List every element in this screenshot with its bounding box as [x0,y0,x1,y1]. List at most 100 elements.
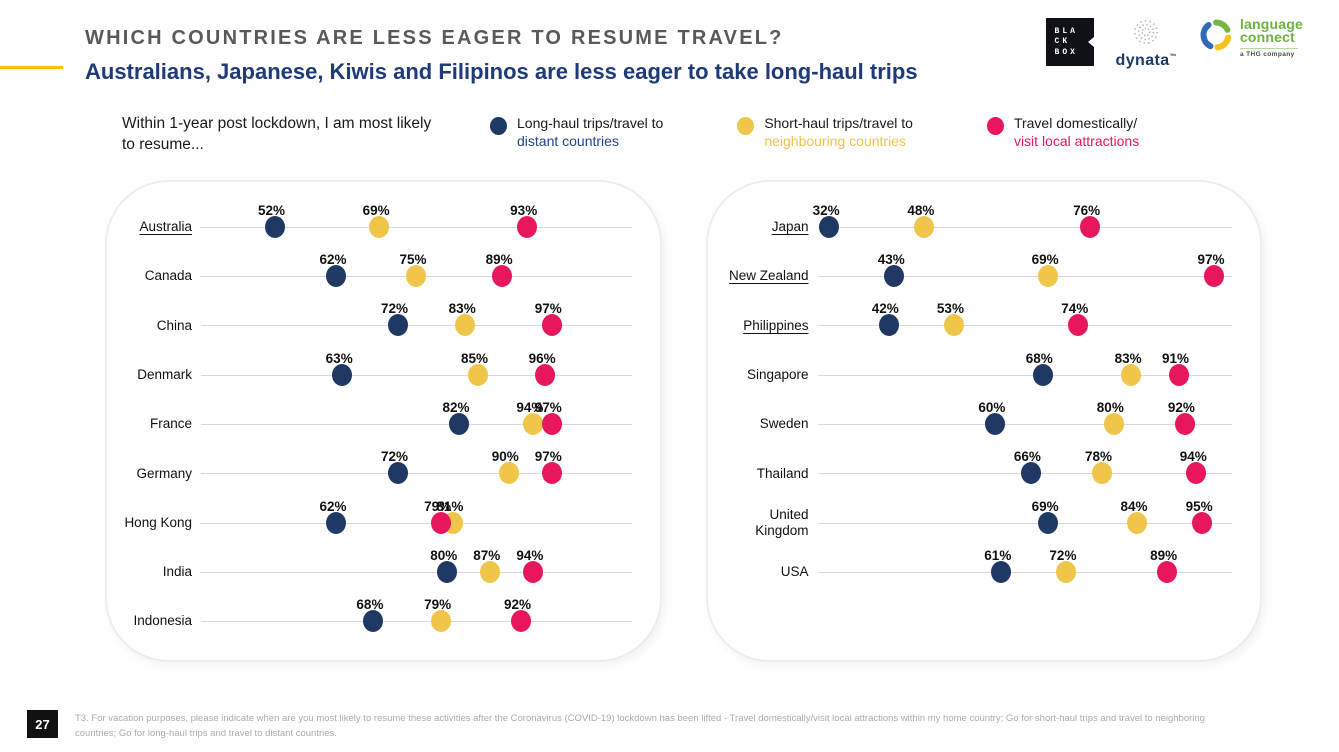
percent-label: 80% [430,547,458,563]
legend-label-line2: distant countries [517,133,619,150]
percent-label: 84% [1120,498,1148,514]
country-label: India [162,564,192,580]
domestic-dot [1156,560,1177,583]
long-haul-dot [884,265,905,288]
short-haul-dot [369,215,390,238]
chart-row: Hong Kong 62% 81% 79% [120,498,632,547]
percent-label: 78% [1084,449,1112,465]
percent-label: 74% [1061,301,1089,317]
row-track: 42% 53% 74% [817,301,1232,350]
long-haul-dot [878,314,899,337]
legend: Within 1-year post lockdown, I am most l… [122,114,1339,156]
domestic-dot [492,265,513,288]
chart-row: Philippines 42% 53% 74% [721,301,1232,350]
domestic-dot [1186,462,1207,485]
percent-label: 97% [534,301,562,317]
percent-label: 63% [325,350,353,366]
row-track: 80% 87% 94% [201,547,632,596]
country-label: France [149,416,192,432]
chart-row: China 72% 83% 97% [120,301,632,350]
row-baseline [201,226,632,228]
country-label: New Zealand [728,268,809,284]
domestic-dot [523,560,544,583]
row-baseline [817,423,1232,425]
chart-panel-left: Australia 52% 69% 93% Canada 62% 75% 89% China 72… [105,180,662,663]
percent-label: 91% [1161,350,1189,366]
percent-label: 69% [362,202,390,218]
chart-row: USA 61% 72% 89% [721,547,1232,596]
legend-label-line1: Long-haul trips/travel to [517,115,664,132]
percent-label: 79% [424,597,452,613]
thg-company-label: a THG company [1239,47,1298,58]
percent-label: 53% [936,301,964,317]
chart-row: Indonesia 68% 79% 92% [120,597,632,646]
long-haul-dot [264,215,285,238]
legend-items: Long-haul trips/travel to distant countri… [490,114,1139,150]
legend-label-line1: Short-haul trips/travel to [764,115,913,132]
domestic-dot [430,511,451,534]
country-label: Indonesia [133,613,192,629]
percent-label: 97% [534,399,562,415]
legend-item-long_haul: Long-haul trips/travel to distant countri… [490,114,663,150]
short-haul-legend-dot [737,117,755,136]
row-track: 68% 83% 91% [817,350,1232,399]
long-haul-dot [387,314,408,337]
percent-label: 83% [448,301,476,317]
header: WHICH COUNTRIES ARE LESS EAGER TO RESUME… [0,0,1339,84]
short-haul-dot [430,610,451,633]
page-number-badge: 27 [27,710,58,738]
long-haul-dot [991,560,1012,583]
chart-row: India 80% 87% 94% [120,547,632,596]
country-label: Singapore [746,366,809,382]
country-label: Japan [771,219,809,235]
percent-label: 48% [907,202,935,218]
domestic-dot [541,314,562,337]
row-baseline [201,571,632,573]
long-haul-dot [985,412,1006,435]
long-haul-dot [332,363,353,386]
legend-label: Short-haul trips/travel to neighbouring c… [764,114,913,150]
percent-label: 72% [381,449,409,465]
long-haul-dot [363,610,384,633]
chart-panel-right: Japan 32% 48% 76% New Zealand 43% 69% 97% Philip… [705,180,1262,663]
row-track: 62% 75% 89% [201,251,632,300]
chart-row: Japan 32% 48% 76% [721,202,1232,251]
percent-label: 42% [871,301,899,317]
row-baseline [817,325,1232,327]
row-baseline [817,522,1232,524]
row-track: 43% 69% 97% [817,251,1232,300]
percent-label: 43% [877,252,905,268]
long-haul-dot [449,412,470,435]
short-haul-dot [1091,462,1112,485]
row-track: 68% 79% 92% [201,597,632,646]
blackbox-logo-text: BOX [1054,47,1078,57]
logo-bar: BLA CK BOX dynata™ [1045,17,1303,70]
domestic-legend-dot [986,117,1004,136]
percent-label: 72% [1049,547,1077,563]
language-connect-ring-icon [1199,18,1233,57]
row-baseline [201,522,632,524]
domestic-dot [1079,215,1100,238]
long-haul-dot [387,462,408,485]
short-haul-dot [406,265,427,288]
long-haul-dot [1020,462,1041,485]
row-track: 69% 84% 95% [817,498,1232,547]
short-haul-dot [467,363,488,386]
short-haul-dot [455,314,476,337]
dynata-wordmark: dynata™ [1115,52,1177,69]
row-baseline [201,473,632,475]
row-track: 52% 69% 93% [201,202,632,251]
country-label: Philippines [743,317,809,333]
short-haul-dot [480,560,501,583]
legend-label-line1: Travel domestically/ [1013,115,1138,132]
country-label: Hong Kong [124,514,192,530]
domestic-dot [541,412,562,435]
country-label: Australia [139,219,192,235]
short-haul-dot [498,462,519,485]
row-baseline [201,374,632,376]
percent-label: 75% [399,252,427,268]
percent-label: 60% [978,399,1006,415]
chart-row: United Kingdom 69% 84% 95% [721,498,1232,547]
country-label: Canada [144,268,192,284]
